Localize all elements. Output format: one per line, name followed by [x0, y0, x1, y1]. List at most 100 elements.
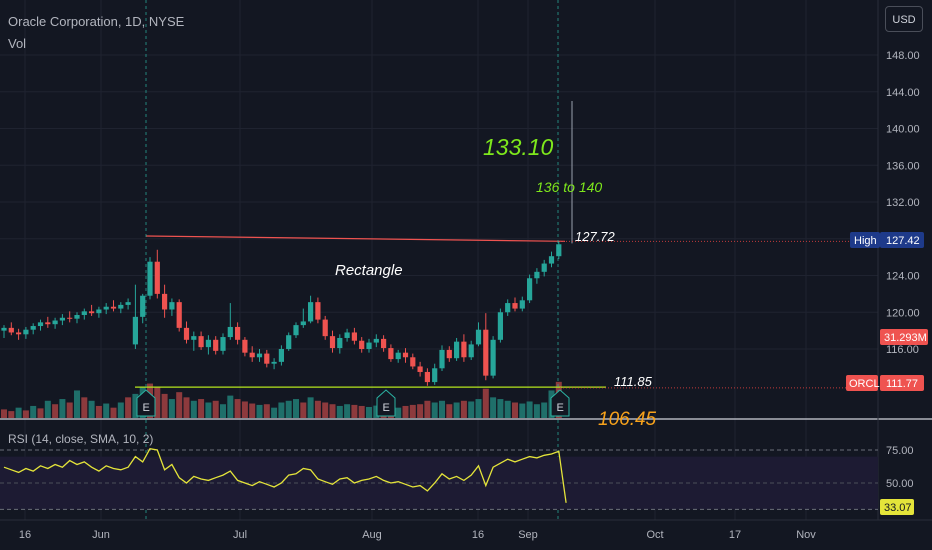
chart-title: Oracle Corporation, 1D, NYSE	[8, 14, 185, 29]
volume-bar	[293, 399, 299, 418]
volume-bar	[409, 404, 416, 418]
candle-body	[483, 329, 489, 376]
candle-body	[534, 271, 540, 279]
volume-bar	[512, 402, 518, 418]
volume-bar	[358, 405, 365, 418]
volume-bar	[322, 402, 329, 418]
volume-bar	[249, 403, 256, 418]
candle-body	[556, 244, 562, 257]
volume-bar	[490, 397, 497, 418]
earnings-marker: E	[550, 389, 570, 417]
candle-body	[45, 322, 51, 325]
volume-bar	[446, 404, 453, 418]
price-axis[interactable]: 148.00144.00140.00136.00132.00128.00124.…	[886, 50, 920, 490]
volume-bar	[256, 404, 263, 418]
candle-body	[410, 357, 416, 367]
volume-bar	[424, 400, 431, 418]
volume-bar	[533, 404, 540, 418]
candle-body	[8, 327, 14, 333]
volume-bar	[278, 402, 285, 418]
candle-body	[162, 293, 168, 310]
volume-bar	[329, 404, 336, 418]
price-badges: High 127.42 31.293M ORCL 111.77 33.07	[846, 232, 928, 515]
candle-body	[271, 361, 277, 364]
candle-body	[59, 317, 65, 321]
candle-body	[424, 371, 430, 383]
candle-body	[432, 368, 438, 383]
volume-bar	[212, 400, 219, 418]
price-tick-label: 140.00	[886, 124, 920, 136]
candle-body	[140, 295, 146, 317]
volume-bar	[154, 387, 161, 418]
price-tick-label: 132.00	[886, 197, 920, 209]
annotations: Rectangle 133.10 136 to 140 127.72 111.8…	[335, 134, 657, 430]
candle-body	[89, 311, 95, 314]
candle-body	[249, 352, 255, 358]
volume-bar	[66, 402, 73, 418]
time-tick-label: Oct	[646, 529, 663, 541]
candle-body	[227, 326, 233, 338]
volume-bar	[431, 402, 438, 418]
volume-bar	[110, 407, 117, 418]
rsi-tick-label: 75.00	[886, 445, 914, 457]
candle-body	[322, 319, 328, 337]
high-badge-value: 127.42	[886, 235, 920, 247]
candle-body	[147, 261, 153, 296]
candle-body	[388, 348, 394, 360]
volume-bar	[37, 408, 44, 418]
candle-body	[256, 353, 263, 358]
volume-bar	[453, 402, 460, 418]
time-tick-label: Sep	[518, 529, 538, 541]
volume-bar	[373, 405, 380, 418]
price-tick-label: 116.00	[886, 344, 919, 356]
time-axis[interactable]: 16 Jun Jul Aug 16 Sep Oct 17 Nov	[19, 529, 816, 541]
candle-body	[548, 256, 555, 264]
ticker-badge: ORCL	[849, 378, 880, 390]
candle-body	[293, 325, 299, 336]
volume-bar	[1, 409, 7, 418]
volume-bar	[88, 400, 95, 418]
time-tick-label: Jul	[233, 529, 247, 541]
rsi-tick-label: 50.00	[886, 478, 914, 490]
volume-bar	[460, 400, 467, 418]
candle-body	[329, 336, 336, 349]
volume-bar	[176, 392, 183, 418]
volume-bar	[300, 402, 307, 418]
candle-body	[264, 353, 270, 364]
candle-body	[446, 349, 452, 359]
volume-bar	[183, 397, 190, 418]
volume-bar	[44, 400, 51, 418]
candle-body	[468, 344, 474, 358]
rsi-band	[0, 456, 878, 510]
volume-bar	[541, 402, 548, 418]
volume-bar	[271, 407, 278, 418]
high-badge-label: High	[854, 235, 877, 247]
target-range-label: 136 to 140	[536, 179, 602, 195]
grid-lines	[0, 0, 932, 521]
volume-bar	[504, 400, 511, 418]
time-tick-label: 17	[729, 529, 741, 541]
volume-bar	[30, 405, 37, 418]
candle-body	[110, 306, 117, 309]
candle-body	[235, 326, 241, 340]
currency-button[interactable]: USD	[885, 6, 923, 32]
candle-body	[52, 320, 58, 325]
rsi-label: RSI (14, close, SMA, 10, 2)	[8, 432, 154, 446]
volume-bar	[125, 397, 132, 418]
volume-bar	[205, 402, 212, 418]
candle-body	[96, 309, 102, 314]
volume-bar	[519, 403, 526, 418]
earnings-marker-label: E	[143, 402, 150, 414]
volume-bar	[22, 410, 29, 418]
volume-bar	[468, 401, 475, 418]
volume-bar	[285, 400, 292, 418]
volume-bar	[307, 397, 314, 418]
volume-bar	[241, 401, 248, 418]
candle-body	[286, 335, 292, 349]
candle-body	[512, 303, 518, 309]
candle-body	[439, 349, 445, 369]
candle-body	[132, 316, 138, 345]
candle-body	[344, 332, 350, 338]
